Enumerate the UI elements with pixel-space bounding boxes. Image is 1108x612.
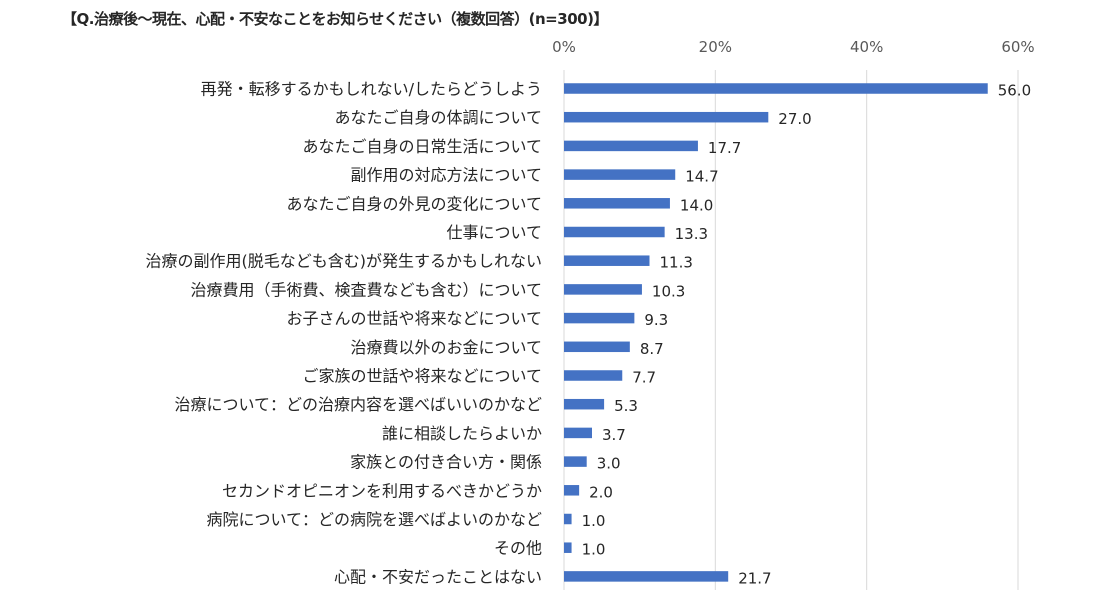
- category-label: 家族との付き合い方・関係: [350, 453, 542, 472]
- x-axis-ticks: 0% 20% 40% 60%: [552, 38, 1035, 56]
- chart-title: 【Q.治療後～現在、心配・不安なことをお知らせください（複数回答）(n=300)…: [62, 10, 608, 28]
- data-label: 56.0: [998, 82, 1031, 100]
- data-label: 17.7: [708, 139, 741, 157]
- category-label: セカンドオピニオンを利用するべきかどうか: [222, 481, 542, 500]
- data-label: 9.3: [644, 311, 668, 329]
- x-tick-label: 40%: [850, 38, 883, 56]
- data-label: 8.7: [640, 340, 664, 358]
- x-tick-label: 60%: [1001, 38, 1034, 56]
- data-label: 10.3: [652, 282, 685, 300]
- data-label: 1.0: [582, 512, 606, 530]
- category-label: 治療について：どの治療内容を選べばいいのかなど: [174, 395, 542, 414]
- data-label: 3.0: [597, 455, 621, 473]
- bar: [564, 284, 642, 295]
- bar: [564, 427, 592, 439]
- category-label: その他: [494, 539, 542, 558]
- data-label: 1.0: [582, 541, 606, 559]
- category-label: あなたご自身の体調について: [334, 108, 542, 127]
- category-label: あなたご自身の外見の変化について: [286, 194, 542, 213]
- data-label: 14.0: [680, 196, 713, 214]
- bar: [564, 542, 572, 553]
- data-label: 14.7: [685, 168, 718, 186]
- category-label: ご家族の世話や将来などについて: [302, 367, 542, 386]
- bar: [564, 312, 635, 324]
- bar: [564, 370, 623, 381]
- bar: [564, 255, 650, 266]
- bar: [564, 513, 572, 525]
- x-tick-label: 20%: [699, 38, 732, 56]
- category-label: 再発・転移するかもしれない/したらどうしよう: [201, 80, 542, 99]
- category-label: 病院について：どの病院を選べばよいのかなど: [206, 510, 542, 529]
- bar: [564, 341, 630, 353]
- data-label: 13.3: [675, 225, 708, 243]
- data-label: 27.0: [778, 110, 811, 128]
- bar: [564, 140, 698, 152]
- data-label: 11.3: [660, 254, 693, 272]
- data-label: 21.7: [738, 569, 771, 587]
- data-labels: 56.0 27.0 17.7 14.7 14.0 13.3 11.3 10.3 9.3 8.7 7.…: [582, 82, 1032, 588]
- category-label: 誰に相談したらよいか: [382, 424, 542, 443]
- bar: [564, 485, 580, 496]
- category-label: 仕事について: [446, 223, 542, 242]
- category-label: お子さんの世話や将来などについて: [286, 309, 542, 328]
- bar: [564, 83, 988, 94]
- bar: [564, 111, 769, 123]
- category-label: 治療費以外のお金について: [350, 338, 542, 357]
- bar: [564, 198, 670, 209]
- data-label: 3.7: [602, 426, 626, 444]
- bar: [564, 398, 605, 410]
- category-label: 心配・不安だったことはない: [334, 567, 542, 586]
- category-label: 治療の副作用(脱毛なども含む)が発生するかもしれない: [146, 252, 543, 271]
- category-label: 副作用の対応方法について: [350, 166, 542, 185]
- bars: [564, 83, 988, 582]
- data-label: 7.7: [632, 369, 656, 387]
- data-label: 2.0: [589, 483, 613, 501]
- data-label: 5.3: [614, 397, 638, 415]
- bar: [564, 226, 665, 238]
- bar: [564, 169, 676, 180]
- category-labels: 再発・転移するかもしれない/したらどうしようあなたご自身の体調についてあなたご自…: [146, 80, 543, 587]
- bar: [564, 456, 587, 467]
- gridlines: [563, 70, 1019, 590]
- bar: [564, 571, 729, 582]
- category-label: 治療費用（手術費、検査費なども含む）について: [190, 280, 542, 299]
- category-label: あなたご自身の日常生活について: [302, 137, 542, 156]
- x-tick-label: 0%: [552, 38, 576, 56]
